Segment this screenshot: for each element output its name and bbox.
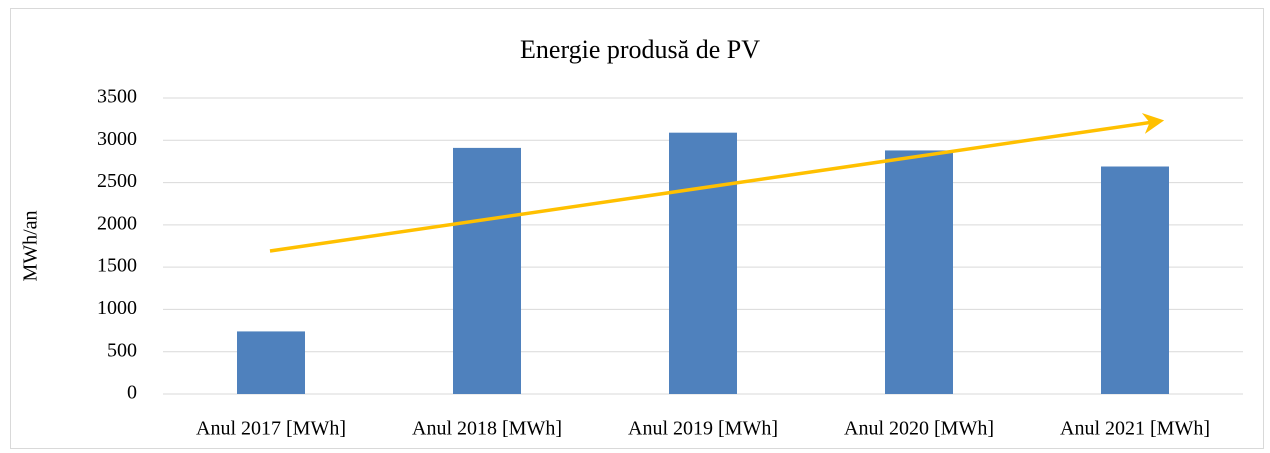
y-tick-label: 1000 (97, 297, 137, 319)
y-tick-label: 3500 (97, 86, 137, 108)
bar (237, 331, 305, 394)
x-tick-label: Anul 2017 [MWh] (196, 418, 346, 440)
x-tick-label: Anul 2020 [MWh] (844, 418, 994, 440)
chart-border (10, 8, 1264, 449)
y-axis-title: MWh/an (20, 210, 42, 281)
y-tick-label: 2500 (97, 170, 137, 192)
chart-title: Energie produsă de PV (520, 35, 760, 64)
bar (453, 147, 521, 394)
bar (885, 150, 953, 394)
bar (669, 132, 737, 394)
y-tick-label: 0 (127, 382, 137, 404)
y-tick-label: 2000 (97, 212, 137, 234)
y-tick-label: 3000 (97, 128, 137, 150)
x-tick-label: Anul 2018 [MWh] (412, 418, 562, 440)
trend-arrow (269, 113, 1165, 253)
bar (1101, 166, 1169, 394)
y-tick-label: 500 (107, 339, 137, 361)
x-tick-label: Anul 2021 [MWh] (1060, 418, 1210, 440)
x-tick-label: Anul 2019 [MWh] (628, 418, 778, 440)
plot-area: 0 500 1000 1500 2000 2500 3000 3500 Anul 2017 [M… (97, 86, 1243, 440)
y-tick-label: 1500 (97, 255, 137, 277)
